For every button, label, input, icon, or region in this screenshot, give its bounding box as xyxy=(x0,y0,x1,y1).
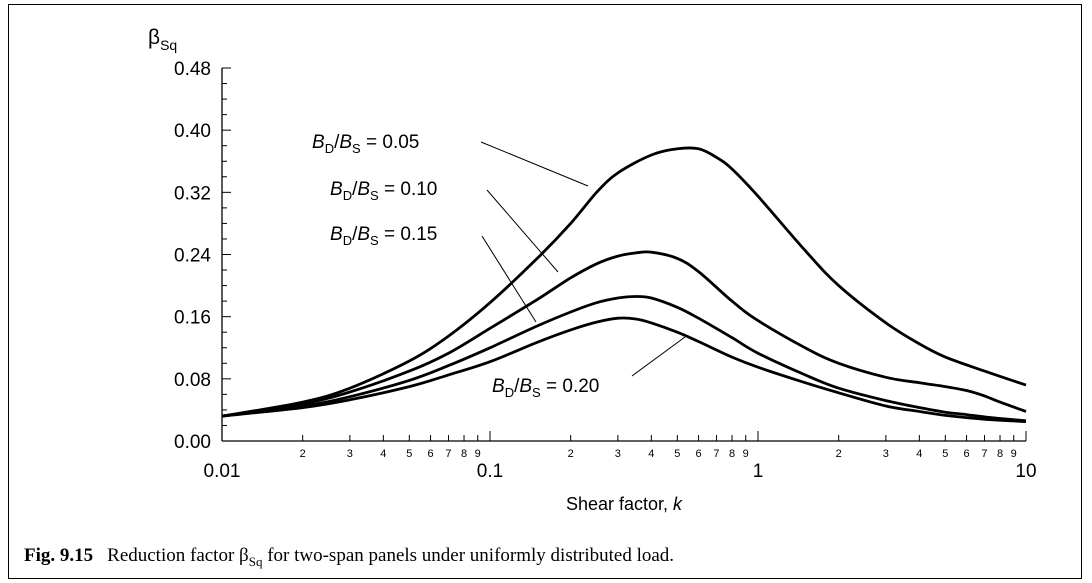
caption-text-sub: Sq xyxy=(248,553,263,569)
x-minor-tick-label: 4 xyxy=(916,448,922,460)
series-leader-line-3 xyxy=(481,235,537,323)
series-line-2 xyxy=(221,250,1027,418)
series-label-3: BD/BS = 0.15 xyxy=(330,224,437,248)
series-line-1 xyxy=(221,146,1027,418)
x-minor-tick-label: 5 xyxy=(674,448,680,460)
x-minor-tick-label: 5 xyxy=(406,448,412,460)
x-minor-tick-label: 7 xyxy=(713,448,719,460)
x-axis-label: Shear factor, k xyxy=(566,494,683,514)
x-minor-tick-label: 3 xyxy=(347,448,353,460)
x-tick-label: 1 xyxy=(753,461,764,482)
caption-text-after: for two-span panels under uniformly dist… xyxy=(262,545,675,566)
y-tick-label: 0.40 xyxy=(174,121,211,142)
x-tick-label: 0.01 xyxy=(204,461,241,482)
y-tick-label: 0.48 xyxy=(174,59,211,80)
y-tick-label: 0.16 xyxy=(174,308,211,329)
series-leader-line-4 xyxy=(631,336,686,377)
caption-text-before: Reduction factor β xyxy=(107,545,249,566)
x-tick-label: 0.1 xyxy=(477,461,503,482)
y-tick-label: 0.08 xyxy=(174,370,211,391)
x-minor-tick-label: 8 xyxy=(729,448,735,460)
x-minor-tick-label: 9 xyxy=(1011,448,1017,460)
figure-number: Fig. 9.15 xyxy=(24,545,94,566)
series-label-2: BD/BS = 0.10 xyxy=(330,179,437,203)
x-minor-tick-label: 2 xyxy=(836,448,842,460)
x-minor-tick-label: 8 xyxy=(461,448,467,460)
series-line-4 xyxy=(221,316,1027,423)
series-leader-line-1 xyxy=(480,141,589,187)
series-leader-line-2 xyxy=(486,189,559,273)
x-minor-tick-label: 5 xyxy=(942,448,948,460)
series-line-3 xyxy=(221,295,1027,423)
x-minor-tick-label: 7 xyxy=(981,448,987,460)
y-tick-label: 0.00 xyxy=(174,432,211,453)
y-tick-label: 0.24 xyxy=(174,246,211,267)
x-minor-tick-label: 6 xyxy=(695,448,701,460)
x-minor-tick-label: 2 xyxy=(300,448,306,460)
y-tick-label: 0.32 xyxy=(174,183,211,204)
x-minor-tick-label: 3 xyxy=(883,448,889,460)
x-minor-tick-label: 8 xyxy=(997,448,1003,460)
x-minor-tick-label: 6 xyxy=(427,448,433,460)
x-minor-tick-label: 9 xyxy=(743,448,749,460)
y-axis-label: βSq xyxy=(148,26,177,53)
series-lines xyxy=(221,146,1027,423)
x-tick-label: 10 xyxy=(1015,461,1036,482)
figure-caption: Fig. 9.15 Reduction factor βSq for two-sp… xyxy=(24,545,674,570)
x-minor-tick-label: 3 xyxy=(615,448,621,460)
series-label-4: BD/BS = 0.20 xyxy=(492,376,599,400)
figure-frame xyxy=(8,4,1082,579)
series-label-1: BD/BS = 0.05 xyxy=(312,132,419,156)
x-minor-tick-label: 4 xyxy=(380,448,386,460)
axes: 0.000.080.160.240.320.400.482 3 4 5 6 7 8 9 2 3 4 5… xyxy=(148,26,1037,514)
x-minor-tick-label: 4 xyxy=(648,448,654,460)
x-minor-tick-label: 9 xyxy=(475,448,481,460)
series-labels: BD/BS = 0.05 BD/BS = 0.10 BD/BS = 0.15 BD/B… xyxy=(312,132,686,400)
x-minor-tick-label: 7 xyxy=(445,448,451,460)
x-minor-tick-label: 2 xyxy=(568,448,574,460)
x-minor-tick-label: 6 xyxy=(963,448,969,460)
